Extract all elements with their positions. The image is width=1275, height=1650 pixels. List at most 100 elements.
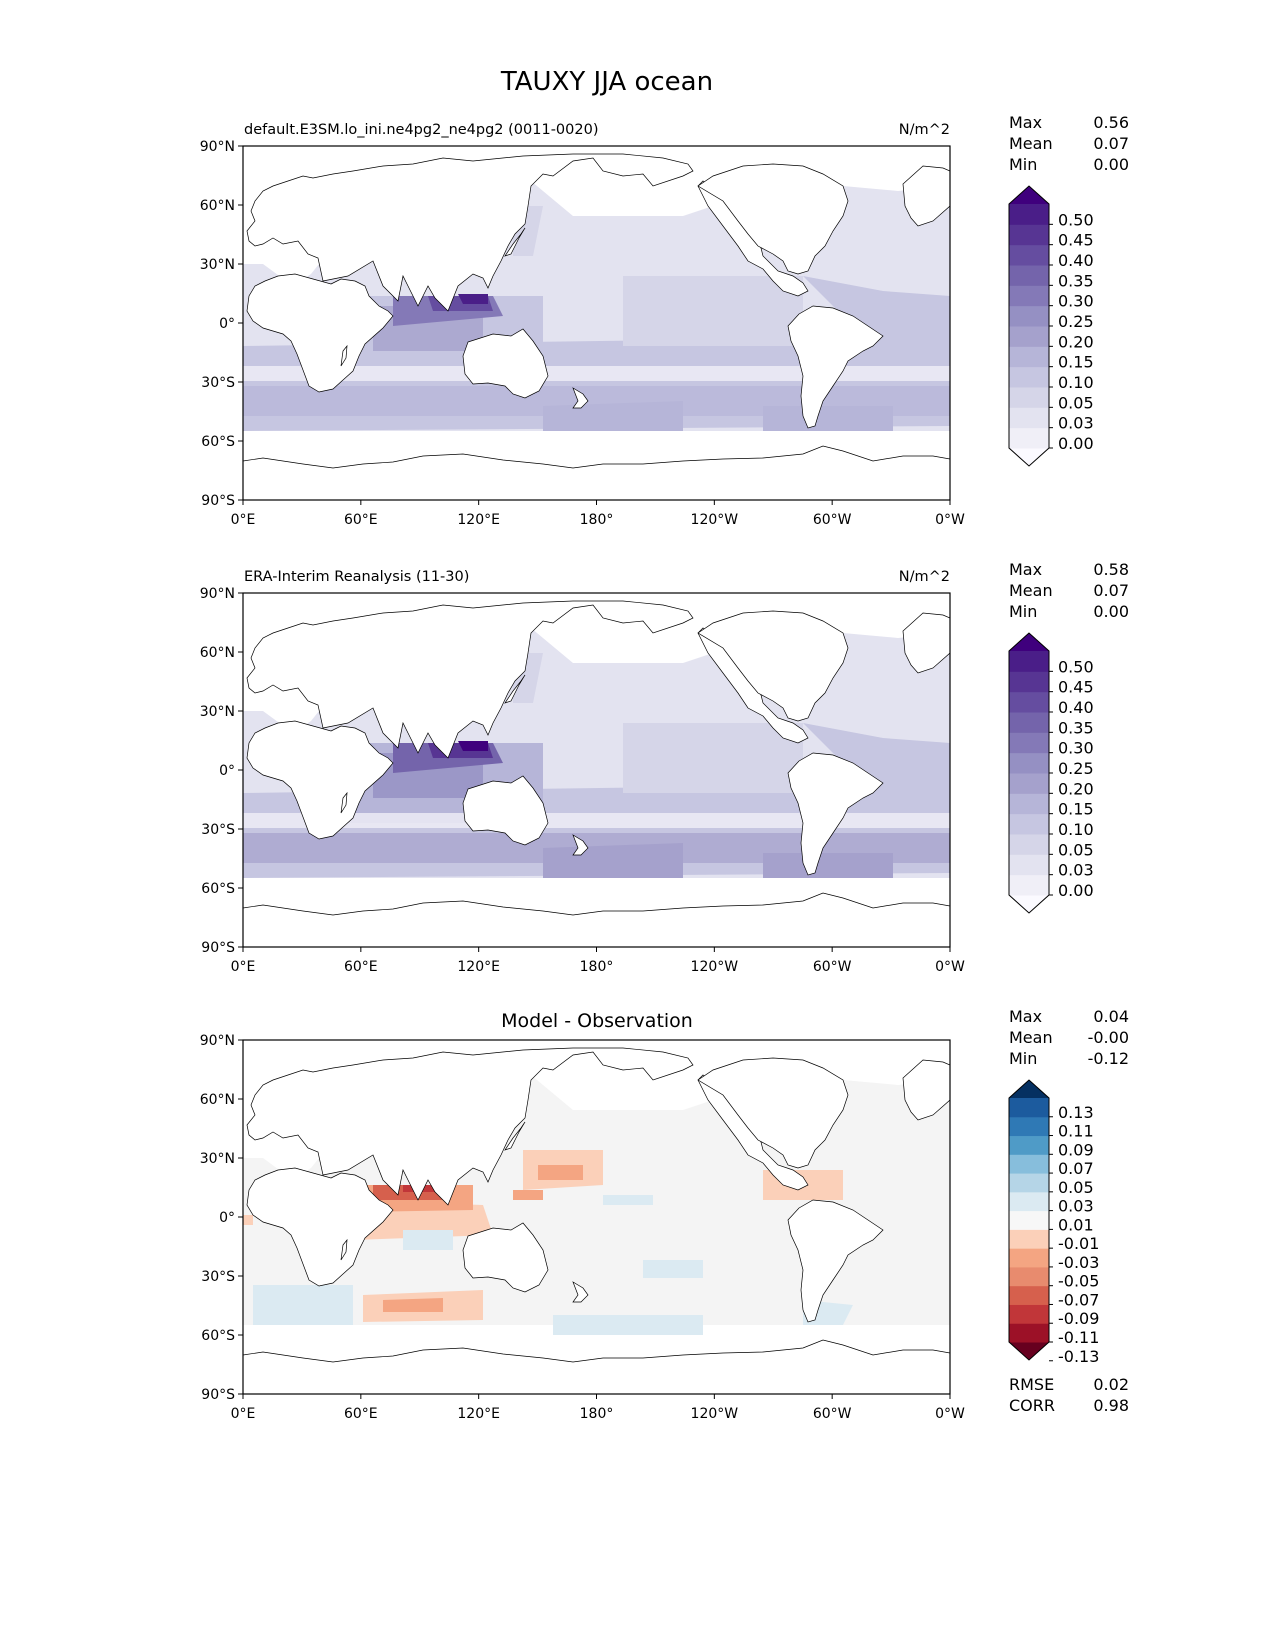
lat-tick-label: 60°N	[200, 1092, 235, 1108]
panel-units: N/m^2	[899, 122, 950, 138]
figure-title: TAUXY JJA ocean	[500, 67, 713, 97]
colorbar-tick-label: 0.00	[1058, 434, 1094, 453]
colorbar-tick-label: 0.03	[1058, 861, 1094, 880]
colorbar-segment	[1009, 1191, 1049, 1212]
colorbar-tick-label: 0.15	[1058, 800, 1094, 819]
colorbar-tick-label: 0.15	[1058, 353, 1094, 372]
stat-label: Min	[1009, 155, 1037, 174]
lon-tick-label: 0°W	[935, 1406, 965, 1422]
colorbar-extend-high	[1009, 1080, 1049, 1098]
colorbar-diff: 0.130.110.090.070.050.030.01-0.01-0.03-0…	[1008, 1079, 1099, 1366]
colorbar-segment	[1009, 244, 1049, 266]
colorbar-tick-label: 0.10	[1058, 373, 1094, 392]
lon-tick-label: 60°W	[813, 1406, 852, 1422]
colorbar-tick-label: 0.50	[1058, 210, 1094, 229]
colorbar-segment	[1009, 224, 1049, 246]
stat-label: Mean	[1009, 581, 1053, 600]
colorbar-tick-label: -0.13	[1058, 1347, 1099, 1366]
stat-value: 0.58	[1093, 560, 1129, 579]
lon-tick-label: 60°E	[344, 959, 378, 975]
metric-value: 0.98	[1093, 1396, 1129, 1415]
stat-value: 0.07	[1093, 581, 1129, 600]
colorbar-segment	[1009, 1116, 1049, 1137]
colorbar-segment	[1009, 1154, 1049, 1174]
lat-tick-label: 30°N	[200, 1151, 235, 1167]
lat-tick-label: 60°S	[201, 434, 235, 450]
colorbar-segment	[1009, 1229, 1049, 1249]
lon-tick-label: 0°W	[935, 512, 965, 528]
lon-tick-label: 120°W	[691, 1406, 739, 1422]
colorbar-extend-high	[1009, 186, 1049, 204]
colorbar-tick-label: -0.03	[1058, 1253, 1099, 1272]
lat-tick-label: 60°S	[201, 881, 235, 897]
lat-tick-label: 60°N	[200, 645, 235, 661]
colorbar-tick-label: 0.09	[1058, 1140, 1094, 1159]
colorbar-tick-label: -0.01	[1058, 1234, 1099, 1253]
colorbar-tick-label: -0.05	[1058, 1272, 1099, 1291]
stat-value: 0.07	[1093, 134, 1129, 153]
stat-value: -0.12	[1088, 1049, 1129, 1068]
colorbar-segment	[1009, 1098, 1049, 1118]
panel-diff: Model - Observation	[200, 1007, 1129, 1422]
lat-tick-label: 0°	[219, 316, 235, 332]
stat-label: Mean	[1009, 1028, 1053, 1047]
map-obs: 90°N 60°N 30°N 0° 30°S 60°S 90°S 0°E 60°E 120°E 18…	[200, 586, 965, 975]
colorbar-tick-label: -0.11	[1058, 1328, 1099, 1347]
colorbar-segment	[1009, 793, 1049, 815]
colorbar-segment	[1009, 732, 1049, 754]
colorbar-segment	[1009, 285, 1049, 307]
panel-units: N/m^2	[899, 569, 950, 585]
lat-tick-label: 90°S	[201, 1387, 235, 1403]
lat-tick-label: 30°S	[201, 1269, 235, 1285]
stat-label: Max	[1009, 113, 1042, 132]
lon-tick-label: 120°E	[457, 959, 500, 975]
colorbar-tick-label: 0.20	[1058, 332, 1094, 351]
stats-diff: Max Mean Min 0.04 -0.00 -0.12	[1009, 1007, 1129, 1068]
colorbar-extend-low	[1009, 895, 1049, 913]
colorbar-segment	[1009, 1304, 1049, 1324]
colorbar-segment	[1009, 407, 1049, 429]
lon-tick-label: 60°W	[813, 959, 852, 975]
lat-tick-label: 30°N	[200, 257, 235, 273]
colorbar-tick-label: 0.40	[1058, 251, 1094, 270]
map-diff: 90°N 60°N 30°N 0° 30°S 60°S 90°S 0°E 60°E 120°E 18…	[200, 1033, 965, 1422]
colorbar-segment	[1009, 427, 1049, 449]
colorbar-tick-label: 0.05	[1058, 1178, 1094, 1197]
lon-tick-label: 180°	[580, 1406, 614, 1422]
stat-value: 0.00	[1093, 155, 1129, 174]
stats-model: Max Mean Min 0.56 0.07 0.00	[1009, 113, 1129, 174]
colorbar-segment	[1009, 691, 1049, 713]
metric-label: CORR	[1009, 1396, 1055, 1415]
colorbar-obs: 0.50 0.450.400.35 0.300.250.20 0.150.100.05…	[1008, 632, 1094, 914]
stat-value: 0.56	[1093, 113, 1129, 132]
colorbar-model: 0.50 0.450.400.35 0.300.250.20 0.150.100.05…	[1008, 185, 1094, 467]
panel-obs: ERA-Interim Reanalysis (11-30) N/m^2	[200, 560, 1129, 975]
colorbar-segment	[1009, 1266, 1049, 1287]
stats-obs: Max Mean Min 0.58 0.07 0.00	[1009, 560, 1129, 621]
stat-value: -0.00	[1088, 1028, 1129, 1047]
map-axes: 90°N 60°N 30°N 0° 30°S 60°S 90°S 0°E 60°E 120°E 18…	[200, 1033, 965, 1422]
colorbar-segment	[1009, 1135, 1049, 1155]
lat-tick-label: 90°N	[200, 139, 235, 155]
lat-tick-label: 30°N	[200, 704, 235, 720]
map-axes: 90°N 60°N 30°N 0° 30°S 60°S 90°S 0°E 60°E 120°E 18…	[200, 139, 965, 528]
colorbar-tick-label: 0.03	[1058, 414, 1094, 433]
stat-label: Mean	[1009, 134, 1053, 153]
colorbar-extend-low	[1009, 448, 1049, 466]
metrics-diff: RMSE CORR 0.02 0.98	[1009, 1375, 1129, 1415]
colorbar-segment	[1009, 773, 1049, 794]
colorbar-segment	[1009, 387, 1049, 408]
panel-title: default.E3SM.lo_ini.ne4pg2_ne4pg2 (0011-…	[244, 122, 599, 138]
stat-label: Min	[1009, 602, 1037, 621]
colorbar-tick-label: 0.01	[1058, 1215, 1094, 1234]
lat-tick-label: 30°S	[201, 822, 235, 838]
colorbar-segment	[1009, 712, 1049, 733]
colorbar-tick-label: 0.10	[1058, 820, 1094, 839]
colorbar-tick-label: 0.05	[1058, 840, 1094, 859]
colorbar-tick-label: 0.20	[1058, 779, 1094, 798]
colorbar-segment	[1009, 752, 1049, 774]
colorbar-tick-label: 0.45	[1058, 678, 1094, 697]
colorbar-segment	[1009, 874, 1049, 896]
lat-tick-label: 60°N	[200, 198, 235, 214]
